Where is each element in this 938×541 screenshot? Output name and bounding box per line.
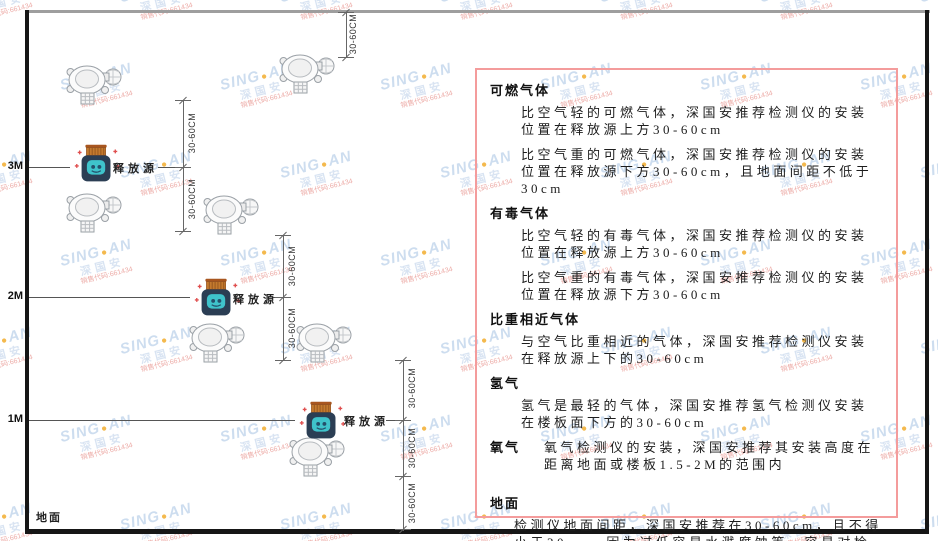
gas-detector-icon xyxy=(279,54,335,94)
dim-line-ceiling xyxy=(346,12,347,57)
section-ground: 地面 检测仪地面间距，深国安推荐在30-60cm，且不得小于30cm，因为过低容… xyxy=(490,495,882,541)
dim-tick xyxy=(275,297,291,298)
dim-label: 30-60CM xyxy=(187,178,197,220)
release-source-label: 释放源 xyxy=(113,163,158,175)
release-source-label: 释放源 xyxy=(233,294,278,306)
section-paragraph: 比空气重的可燃气体，深国安推荐检测仪的安装位置在释放源下方30-60cm，且地面… xyxy=(521,147,873,196)
dim-tick xyxy=(338,57,354,58)
dim-tick xyxy=(395,529,411,530)
section-paragraph: 与空气比重相近的气体，深国安推荐检测仪安装在释放源上下的30-60cm xyxy=(521,334,868,366)
release-source-label: 释放源 xyxy=(344,416,389,428)
dim-tick xyxy=(275,360,291,361)
dim-line-1m xyxy=(403,360,404,531)
height-label-2m: 2M xyxy=(7,290,23,302)
right-wall-line xyxy=(925,10,929,534)
gas-detector-icon xyxy=(66,65,122,105)
section-paragraph: 氢气是最轻的气体，深国安推荐氢气检测仪安装在楼板面下方的30-60cm xyxy=(521,398,868,430)
section-paragraph: 氧气检测仪的安装，深国安推荐其安装高度在距离地面或楼板1.5-2M的范围内 xyxy=(544,440,875,472)
section-heading-toxic: 有毒气体 xyxy=(490,206,551,221)
dim-label: 30-60CM xyxy=(287,245,297,287)
height-label-1m: 1M xyxy=(7,413,23,425)
guide-line-3m xyxy=(29,167,70,168)
ceiling-line xyxy=(25,10,930,13)
guide-line-3m-right xyxy=(158,167,183,168)
section-heading-flammable: 可燃气体 xyxy=(490,83,551,98)
guide-line-1m xyxy=(29,420,295,421)
section-heading-oxygen: 氧气 xyxy=(490,440,521,455)
dim-tick xyxy=(395,360,411,361)
guide-line-2m xyxy=(29,297,190,298)
dim-tick xyxy=(175,100,191,101)
height-label-3m: 3M xyxy=(7,160,23,172)
section-paragraph: 检测仪地面间距，深国安推荐在30-60cm，且不得小于30cm，因为过低容易水溅… xyxy=(514,518,882,541)
dim-label: 30-60CM xyxy=(407,367,417,409)
ground-line xyxy=(25,529,929,534)
dim-tick xyxy=(338,12,354,13)
dim-tick xyxy=(395,420,411,421)
dim-tick xyxy=(275,235,291,236)
dim-label: 30-60CM xyxy=(187,112,197,154)
gas-detector-icon xyxy=(203,195,259,235)
section-paragraph: 比空气重的有毒气体，深国安推荐检测仪的安装位置在释放源下方30-60cm xyxy=(521,270,868,302)
dim-tick xyxy=(175,167,191,168)
dim-label: 30-60CM xyxy=(407,482,417,524)
section-paragraph: 比空气轻的可燃气体，深国安推荐检测仪的安装位置在释放源上方30-60cm xyxy=(521,105,868,137)
dim-label: 30-60CM xyxy=(407,427,417,469)
ground-label: 地面 xyxy=(36,512,62,524)
dim-label: 30-60CM xyxy=(348,13,358,55)
installation-guide-panel: 可燃气体 比空气轻的可燃气体，深国安推荐检测仪的安装位置在释放源上方30-60c… xyxy=(475,68,898,541)
section-oxygen: 氧气 氧气检测仪的安装，深国安推荐其安装高度在距离地面或楼板1.5-2M的范围内 xyxy=(490,439,882,481)
release-source-icon xyxy=(299,401,346,440)
dim-tick xyxy=(395,476,411,477)
left-wall-line xyxy=(25,10,29,534)
gas-detector-icon xyxy=(296,323,352,363)
section-heading-ground: 地面 xyxy=(490,496,521,511)
section-heading-hydrogen: 氢气 xyxy=(490,376,521,391)
section-paragraph: 比空气轻的有毒气体，深国安推荐检测仪的安装位置在释放源上方30-60cm xyxy=(521,228,868,260)
dim-tick xyxy=(175,231,191,232)
gas-detector-icon xyxy=(189,323,245,363)
section-heading-similar-density: 比重相近气体 xyxy=(490,312,581,327)
gas-detector-icon xyxy=(66,193,122,233)
